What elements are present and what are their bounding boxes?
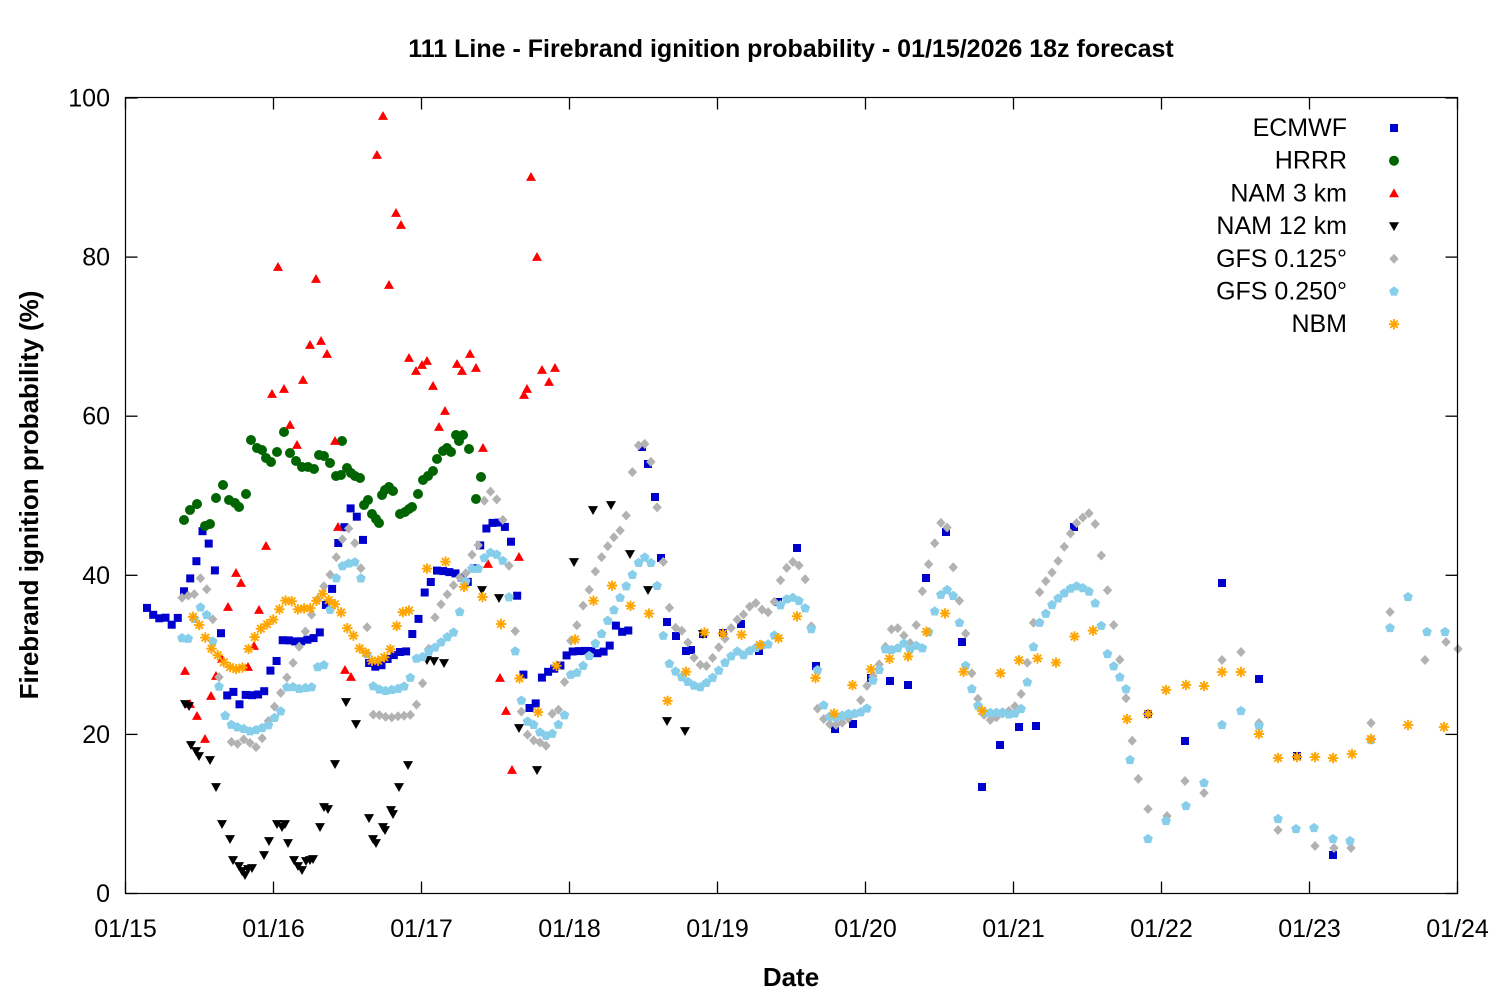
svg-text:ECMWF: ECMWF bbox=[1253, 114, 1347, 142]
svg-text:NBM: NBM bbox=[1291, 310, 1347, 338]
svg-text:01/21: 01/21 bbox=[982, 915, 1045, 943]
svg-text:01/24: 01/24 bbox=[1426, 915, 1489, 943]
svg-text:NAM 3 km: NAM 3 km bbox=[1230, 179, 1347, 207]
svg-text:100: 100 bbox=[68, 85, 110, 113]
svg-text:01/22: 01/22 bbox=[1130, 915, 1193, 943]
svg-text:01/15: 01/15 bbox=[94, 915, 157, 943]
svg-text:01/17: 01/17 bbox=[390, 915, 453, 943]
svg-text:NAM 12 km: NAM 12 km bbox=[1216, 212, 1347, 240]
svg-text:111 Line - Firebrand ignition: 111 Line - Firebrand ignition probabilit… bbox=[408, 35, 1174, 63]
svg-text:20: 20 bbox=[82, 721, 110, 749]
svg-text:80: 80 bbox=[82, 244, 110, 272]
svg-text:60: 60 bbox=[82, 403, 110, 431]
svg-text:40: 40 bbox=[82, 562, 110, 590]
svg-text:01/23: 01/23 bbox=[1278, 915, 1341, 943]
svg-text:GFS 0.250°: GFS 0.250° bbox=[1216, 278, 1347, 306]
svg-text:Firebrand ignition probability: Firebrand ignition probability (%) bbox=[14, 291, 44, 700]
svg-text:01/16: 01/16 bbox=[242, 915, 305, 943]
svg-text:HRRR: HRRR bbox=[1275, 147, 1347, 175]
svg-text:01/18: 01/18 bbox=[538, 915, 601, 943]
svg-text:GFS 0.125°: GFS 0.125° bbox=[1216, 245, 1347, 273]
svg-text:01/19: 01/19 bbox=[686, 915, 749, 943]
svg-text:Date: Date bbox=[763, 962, 819, 992]
svg-text:01/20: 01/20 bbox=[834, 915, 897, 943]
svg-text:0: 0 bbox=[96, 880, 110, 908]
